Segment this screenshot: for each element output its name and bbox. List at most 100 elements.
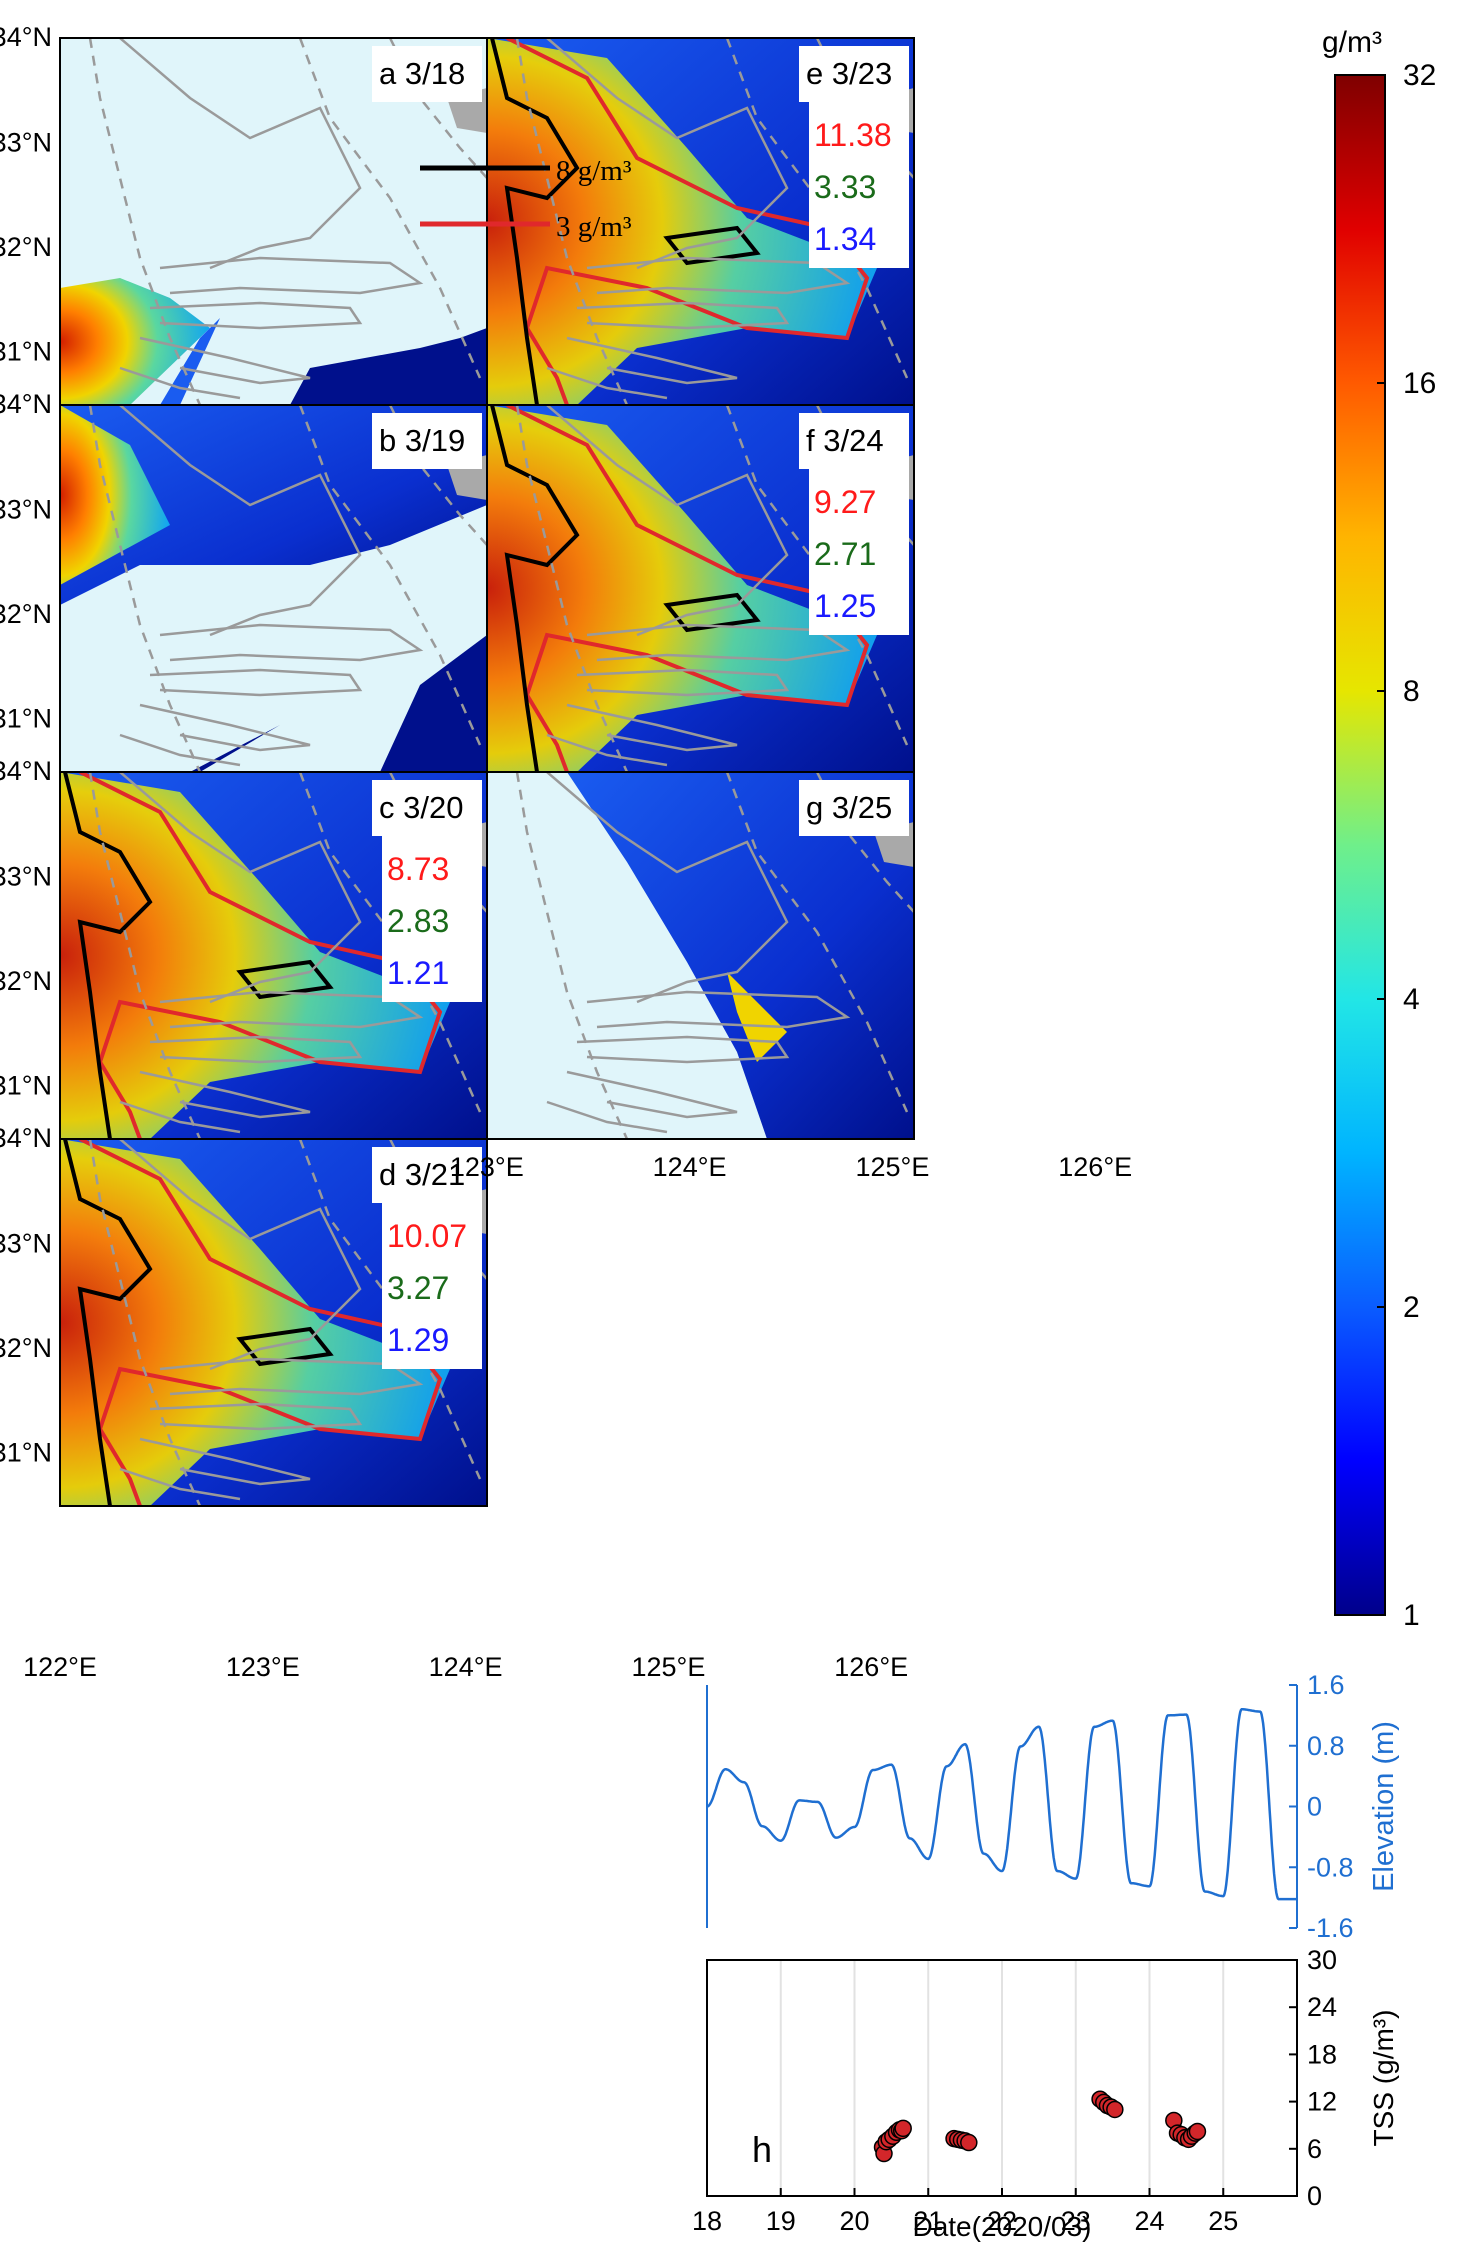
lon-tick: 126°E xyxy=(834,1652,908,1682)
colorbar-unit: g/m³ xyxy=(1322,26,1382,59)
tss-xtick: 25 xyxy=(1208,2206,1238,2236)
isobath-line xyxy=(119,1139,362,1371)
isobath-dashed xyxy=(725,772,909,1113)
tss-point xyxy=(960,2133,978,2152)
isobath-line xyxy=(546,772,789,1004)
tss-xtick: 24 xyxy=(1134,2206,1164,2236)
contour-8 xyxy=(663,592,761,633)
lat-tick: 31°N xyxy=(0,1071,52,1101)
lon-tick: 125°E xyxy=(631,1652,705,1682)
isobath-line xyxy=(149,668,363,697)
sediment-plume xyxy=(60,278,210,405)
tss-xtick: 21 xyxy=(913,2206,943,2236)
lon-tick: 124°E xyxy=(429,1652,503,1682)
elevation-tick: -1.6 xyxy=(1307,1913,1354,1943)
isobath-line xyxy=(119,1100,241,1134)
lat-tick: 32°N xyxy=(0,966,52,996)
isobath-line xyxy=(546,366,668,400)
colorbar-tick: 32 xyxy=(1403,59,1436,92)
lat-tick: 33°N xyxy=(0,495,52,525)
contour-8 xyxy=(490,38,580,405)
isobath-dashed xyxy=(515,38,629,405)
map-panel-e: e 3/23 11.38 3.33 1.34 xyxy=(486,37,915,406)
lat-tick: 32°N xyxy=(0,599,52,629)
lat-tick: 34°N xyxy=(0,1123,52,1153)
stat-value: 9.27 xyxy=(814,484,876,520)
stat-value: 1.21 xyxy=(387,955,449,991)
tss-xtick: 19 xyxy=(766,2206,796,2236)
isobath-dashed xyxy=(88,772,202,1139)
isobath-dashed xyxy=(388,405,487,546)
tss-ytick: 0 xyxy=(1307,2181,1322,2211)
tss-ylabel: TSS (g/m³) xyxy=(1368,2010,1399,2147)
stat-value: 1.25 xyxy=(814,588,876,624)
map-panel-d: d 3/21 10.07 3.27 1.29 31°N 32°N 33°N 34°N xyxy=(0,1123,488,1507)
colorbar-tick: 16 xyxy=(1403,367,1436,400)
contour-8 xyxy=(63,772,153,1139)
tss-ytick: 12 xyxy=(1307,2087,1337,2117)
lat-tick: 31°N xyxy=(0,704,52,734)
isobath-line xyxy=(576,668,790,697)
tss-point xyxy=(1188,2122,1207,2141)
lon-tick: 123°E xyxy=(450,1152,524,1182)
isobath-line xyxy=(566,703,738,752)
isobath-line xyxy=(119,405,362,637)
panel-label-box xyxy=(799,413,909,469)
isobath-line xyxy=(159,623,424,662)
ocean-field xyxy=(290,328,487,405)
isobath-line xyxy=(149,1402,363,1431)
tss-ytick: 18 xyxy=(1307,2039,1337,2069)
map-panel-g: g 3/25 xyxy=(486,771,915,1140)
tss-ytick: 24 xyxy=(1307,1992,1337,2022)
map-panel-c: c 3/20 8.73 2.83 1.21 31°N 32°N 33°N 34°N xyxy=(0,756,488,1140)
ocean-field xyxy=(567,772,914,1139)
legend-label: 8 g/m³ xyxy=(556,155,632,187)
colorbar-tick: 4 xyxy=(1403,983,1420,1016)
isobath-line xyxy=(546,405,789,637)
panel-label-box xyxy=(372,46,482,102)
isobath-line xyxy=(159,256,424,295)
map-panel-a: a 3/18 31°N 32°N 33°N 34°N xyxy=(0,22,488,406)
tss-chart: 18 19 20 21 22 23 24 25 0 6 12 18 24 30 h Date(2020/03)… xyxy=(692,1945,1399,2242)
contour-8 xyxy=(663,225,761,266)
panel-label: e 3/23 xyxy=(806,56,892,91)
colorbar-tick: 1 xyxy=(1403,1599,1420,1632)
isobath-line xyxy=(546,733,668,767)
isobath-dashed xyxy=(815,772,914,913)
tss-ytick: 30 xyxy=(1307,1945,1337,1975)
panel-label: d 3/21 xyxy=(379,1157,465,1192)
contour-8 xyxy=(490,405,580,772)
isobath-line xyxy=(119,38,362,270)
lon-tick: 126°E xyxy=(1058,1152,1132,1182)
isobath-dashed xyxy=(515,405,629,772)
isobath-line xyxy=(159,1357,424,1396)
lat-tick: 31°N xyxy=(0,337,52,367)
lat-tick: 34°N xyxy=(0,756,52,786)
isobath-dashed xyxy=(88,405,202,772)
stat-value: 3.27 xyxy=(387,1270,449,1306)
tss-xtick: 23 xyxy=(1061,2206,1091,2236)
tss-panel-label: h xyxy=(752,2129,772,2170)
stat-value: 8.73 xyxy=(387,851,449,887)
panel-label-box xyxy=(372,780,482,836)
map-panel-b: b 3/19 31°N 32°N 33°N 34°N xyxy=(0,389,488,773)
lat-tick: 33°N xyxy=(0,1229,52,1259)
panel-content xyxy=(487,405,914,772)
panel-label-box xyxy=(372,413,482,469)
stat-value: 10.07 xyxy=(387,1218,467,1254)
tss-ytick: 6 xyxy=(1307,2134,1322,2164)
map-panels: a 3/18 31°N 32°N 33°N 34°N b 3/19 31°N 32°N 33°N… xyxy=(0,22,1132,1682)
lat-tick: 34°N xyxy=(0,22,52,52)
isobath-line xyxy=(139,1070,311,1119)
isobath-line xyxy=(139,336,311,385)
stat-value: 3.33 xyxy=(814,169,876,205)
lat-tick: 33°N xyxy=(0,862,52,892)
panel-label: c 3/20 xyxy=(379,790,463,825)
isobath-line xyxy=(119,733,241,767)
colorbar: 1 2 4 8 16 32 g/m³ xyxy=(1322,26,1436,1632)
panel-label: a 3/18 xyxy=(379,56,465,91)
elevation-series xyxy=(706,1708,1297,1901)
elevation-tick: 0 xyxy=(1307,1792,1322,1822)
panel-label-box xyxy=(799,780,909,836)
